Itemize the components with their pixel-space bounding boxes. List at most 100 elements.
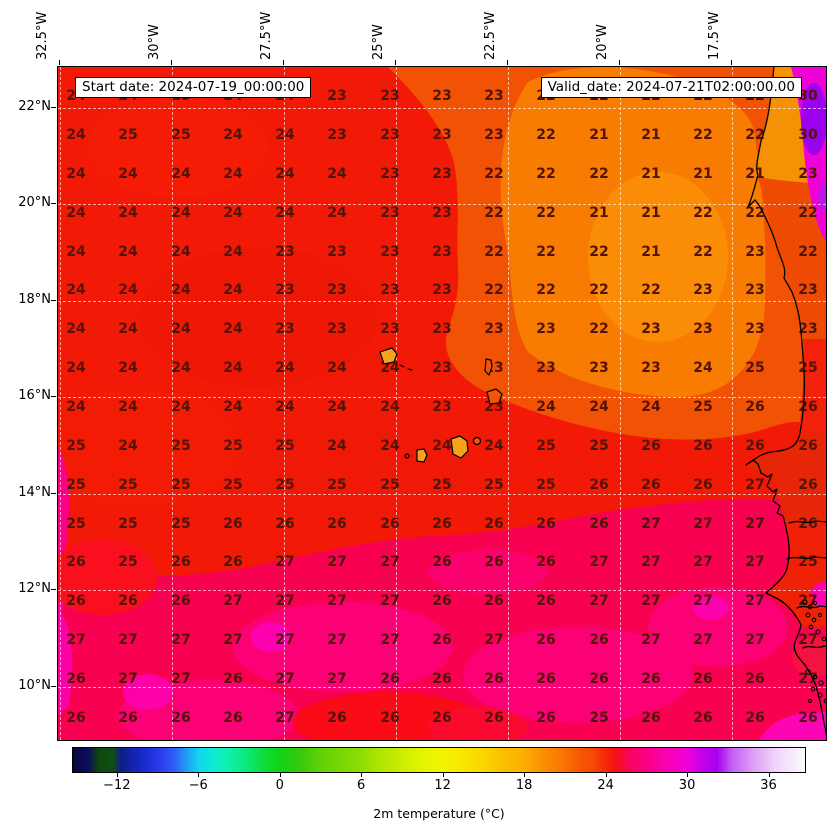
graticule-parallel xyxy=(58,687,826,688)
top-axis-label: 30°W xyxy=(147,24,162,60)
temp-value: 26 xyxy=(484,516,504,532)
temp-value: 22 xyxy=(484,205,504,221)
temp-value: 23 xyxy=(798,321,818,337)
temp-value: 27 xyxy=(275,632,295,648)
temp-value: 24 xyxy=(66,282,86,298)
temp-value: 23 xyxy=(327,127,347,143)
temp-value: 22 xyxy=(693,205,713,221)
temp-value: 26 xyxy=(223,554,243,570)
left-axis-label: 12°N xyxy=(18,581,51,596)
temp-value: 26 xyxy=(798,516,818,532)
valid-date-text: Valid_date: 2024-07-21T02:00:00.00 xyxy=(547,79,795,95)
temp-value: 25 xyxy=(66,438,86,454)
temp-value: 23 xyxy=(432,399,452,415)
temp-value: 26 xyxy=(693,671,713,687)
temp-value: 24 xyxy=(171,360,191,376)
temp-value: 23 xyxy=(432,360,452,376)
island-boa-vista xyxy=(486,388,503,405)
africa-coastline xyxy=(745,67,826,737)
top-axis-label: 32.5°W xyxy=(35,11,50,60)
colorbar-tick xyxy=(198,773,200,777)
temp-value: 26 xyxy=(432,516,452,532)
temp-value: 27 xyxy=(223,593,243,609)
temp-value: 26 xyxy=(327,710,347,726)
temp-value: 23 xyxy=(327,321,347,337)
temp-value: 24 xyxy=(66,127,86,143)
colorbar-tick-label: 18 xyxy=(515,778,533,793)
left-axis-label: 10°N xyxy=(18,678,51,693)
temp-value: 27 xyxy=(745,554,765,570)
temp-value: 25 xyxy=(66,516,86,532)
left-axis-tick xyxy=(51,685,56,687)
temp-value: 25 xyxy=(118,127,138,143)
left-axis-label: 18°N xyxy=(18,292,51,307)
temp-value: 26 xyxy=(432,554,452,570)
temp-value: 24 xyxy=(66,244,86,260)
temp-value: 24 xyxy=(327,360,347,376)
temp-value: 26 xyxy=(66,554,86,570)
temp-value: 24 xyxy=(223,244,243,260)
temp-value: 24 xyxy=(223,399,243,415)
temp-value: 23 xyxy=(275,321,295,337)
temp-value: 24 xyxy=(327,205,347,221)
temp-value: 27 xyxy=(641,593,661,609)
temp-value: 26 xyxy=(798,710,818,726)
temp-value: 24 xyxy=(223,282,243,298)
temp-value: 24 xyxy=(171,166,191,182)
temp-value: 23 xyxy=(484,127,504,143)
temp-value: 27 xyxy=(327,554,347,570)
left-axis-tick xyxy=(51,202,56,204)
island-brava xyxy=(404,453,410,459)
temp-value: 25 xyxy=(745,360,765,376)
top-axis-tick xyxy=(618,60,620,65)
temp-value: 25 xyxy=(484,477,504,493)
temperature-field-svg xyxy=(58,67,826,740)
graticule-meridian xyxy=(508,67,509,740)
temp-value: 26 xyxy=(536,671,556,687)
temp-value: 24 xyxy=(66,166,86,182)
temp-value: 23 xyxy=(484,321,504,337)
temp-value: 24 xyxy=(589,399,609,415)
map-plot-area: 24 24 25 24 24 23 23 23 23 22 22 22 22 22 30 24 25 25 24 24… xyxy=(57,66,827,741)
temp-value: 24 xyxy=(171,282,191,298)
temp-value: 24 xyxy=(536,399,556,415)
temp-value: 21 xyxy=(693,166,713,182)
temp-value: 27 xyxy=(484,632,504,648)
temp-value: 27 xyxy=(693,554,713,570)
temp-value: 26 xyxy=(171,593,191,609)
left-axis-tick xyxy=(51,106,56,108)
temp-value: 27 xyxy=(798,671,818,687)
temp-value: 25 xyxy=(380,477,400,493)
temp-value: 24 xyxy=(693,360,713,376)
temp-value: 26 xyxy=(641,671,661,687)
temp-value: 24 xyxy=(171,205,191,221)
temp-value: 26 xyxy=(745,438,765,454)
temp-value: 24 xyxy=(66,321,86,337)
colorbar-label: 2m temperature (°C) xyxy=(373,806,505,821)
valid-date-box: Valid_date: 2024-07-21T02:00:00.00 xyxy=(540,77,802,98)
temp-value: 27 xyxy=(380,593,400,609)
colorbar-tick-label: 24 xyxy=(597,778,614,793)
temp-value: 23 xyxy=(745,321,765,337)
temp-value: 22 xyxy=(484,282,504,298)
temp-value: 25 xyxy=(171,127,191,143)
graticule-meridian xyxy=(732,67,733,740)
temp-value: 25 xyxy=(223,477,243,493)
colorbar-tick-label: 30 xyxy=(678,778,696,793)
temp-value: 26 xyxy=(798,438,818,454)
graticule-parallel xyxy=(58,590,826,591)
temp-value: 23 xyxy=(275,244,295,260)
temp-value: 24 xyxy=(380,438,400,454)
start-date-box: Start date: 2024-07-19_00:00:00 xyxy=(75,77,312,98)
temp-value: 26 xyxy=(745,710,765,726)
temp-value: 27 xyxy=(589,593,609,609)
temp-value: 21 xyxy=(641,244,661,260)
temp-value: 25 xyxy=(171,477,191,493)
temp-value: 24 xyxy=(327,438,347,454)
island-santiago xyxy=(450,435,469,459)
temp-value: 23 xyxy=(641,360,661,376)
temp-value: 22 xyxy=(798,205,818,221)
field-orange-lightest-spot xyxy=(588,172,728,342)
temp-value: 23 xyxy=(380,244,400,260)
